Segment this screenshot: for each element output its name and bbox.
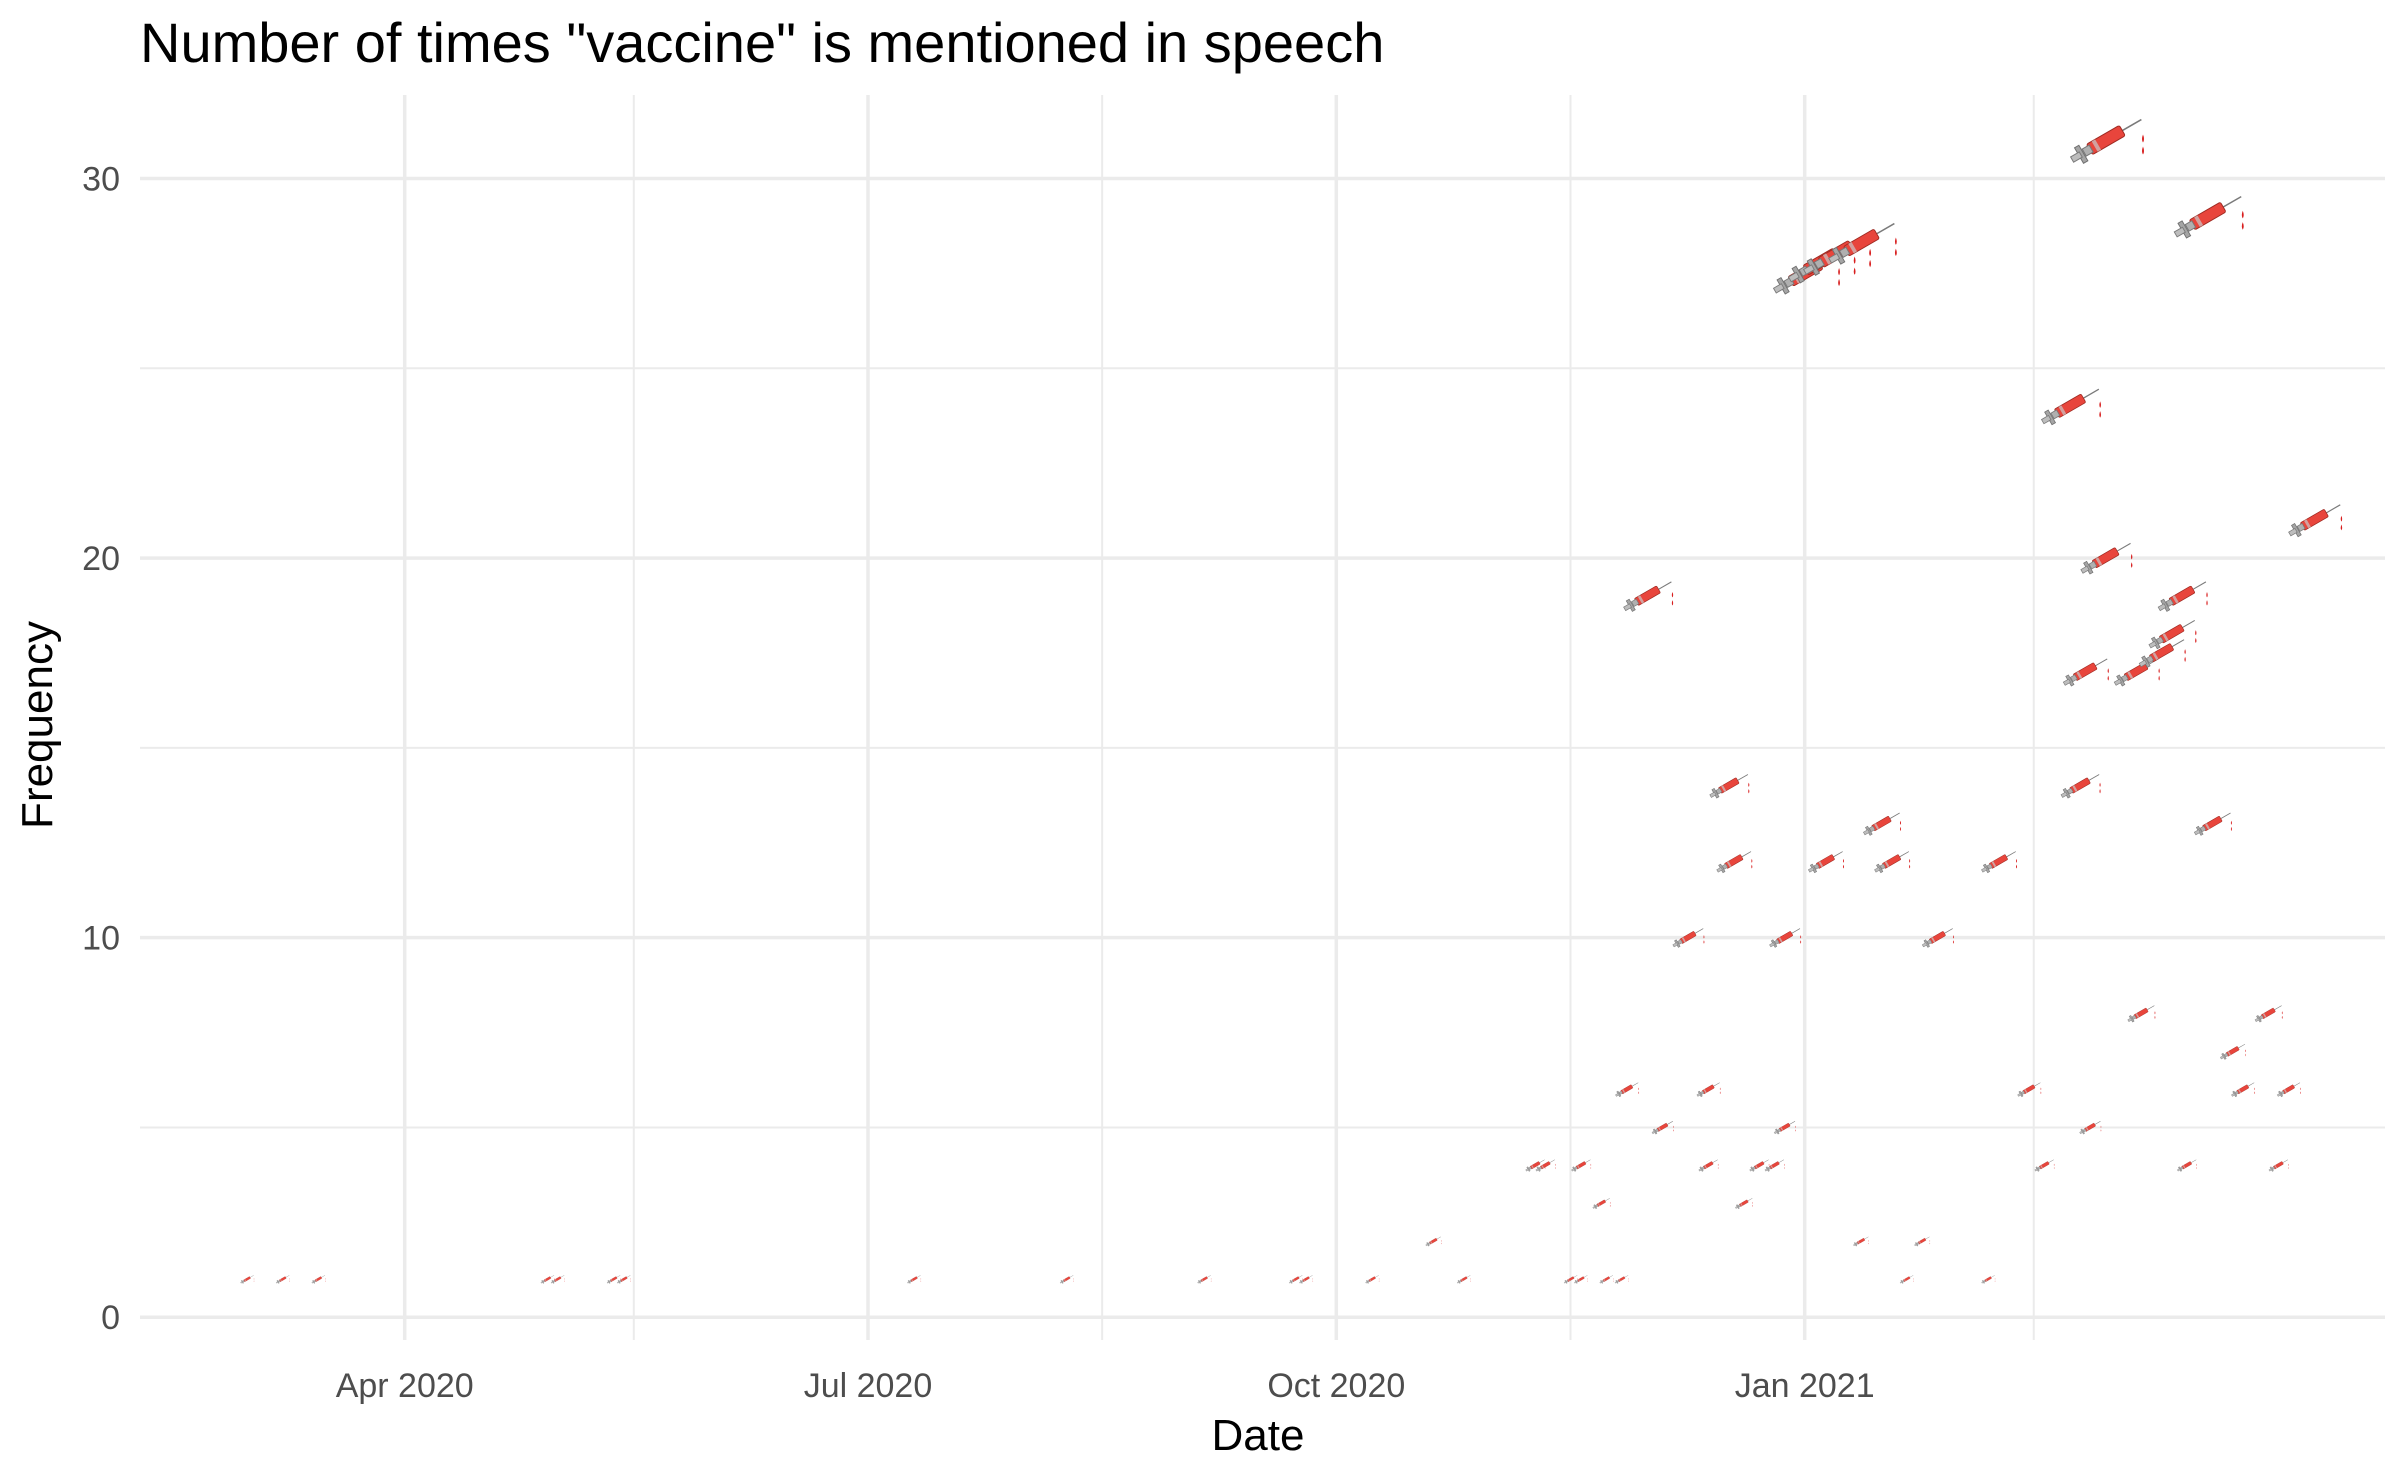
syringe-point xyxy=(1614,1273,1630,1285)
syringe-point xyxy=(2155,576,2210,615)
syringe-point xyxy=(2253,1002,2284,1024)
syringe-point xyxy=(2058,769,2103,801)
syringe-point xyxy=(1980,1273,1996,1285)
syringe-point xyxy=(2267,1157,2290,1173)
syringe-point xyxy=(1695,1079,1722,1099)
syringe-point xyxy=(1852,1234,1870,1248)
syringe-point xyxy=(1734,1196,1754,1211)
syringe-point xyxy=(1196,1273,1212,1285)
y-tick-label: 20 xyxy=(82,540,120,578)
x-tick-label: Jul 2020 xyxy=(804,1367,933,1405)
syringe-point xyxy=(239,1273,255,1285)
syringe-point xyxy=(2275,1079,2302,1099)
syringe-point xyxy=(2016,1079,2043,1099)
syringe-point xyxy=(275,1273,291,1285)
syringe-point xyxy=(1621,576,1675,615)
syringe-point xyxy=(311,1273,326,1285)
syringe-point xyxy=(1825,215,1900,269)
syringe-point xyxy=(1570,1157,1592,1173)
syringe-point xyxy=(1298,1273,1314,1285)
x-tick-label: Apr 2020 xyxy=(336,1367,474,1405)
chart-title: Number of times "vaccine" is mentioned i… xyxy=(140,11,1384,74)
syringe-point xyxy=(2066,110,2147,169)
syringe-point xyxy=(1806,847,1846,876)
syringe-point xyxy=(1899,1273,1915,1285)
x-axis-title: Date xyxy=(1212,1411,1305,1460)
syringe-point xyxy=(1059,1273,1075,1285)
syringe-point xyxy=(1707,769,1751,801)
data-points xyxy=(239,110,2345,1285)
syringe-point xyxy=(550,1273,566,1285)
x-axis-ticks: Apr 2020 Jul 2020 Oct 2020 Jan 2021 xyxy=(336,1367,1875,1405)
x-tick-label: Jan 2021 xyxy=(1735,1367,1875,1405)
syringe-point xyxy=(1861,808,1903,838)
y-tick-label: 0 xyxy=(101,1299,120,1337)
syringe-point xyxy=(2033,1157,2056,1173)
syringe-point xyxy=(1591,1196,1612,1211)
syringe-point xyxy=(1763,1157,1786,1173)
y-axis-ticks: 0 10 20 30 xyxy=(82,161,120,1338)
syringe-point xyxy=(1598,1273,1614,1285)
x-tick-label: Oct 2020 xyxy=(1267,1367,1405,1405)
syringe-point xyxy=(2218,1041,2247,1062)
syringe-point xyxy=(1424,1234,1442,1248)
y-tick-label: 30 xyxy=(82,161,120,199)
syringe-point xyxy=(2038,382,2104,429)
syringe-point xyxy=(616,1273,632,1285)
grid-lines xyxy=(140,95,2385,1340)
syringe-point xyxy=(1614,1079,1640,1099)
syringe-point xyxy=(1913,1234,1931,1248)
syringe-point xyxy=(1573,1273,1589,1285)
syringe-point xyxy=(2285,498,2345,541)
syringe-point xyxy=(2176,1157,2198,1173)
syringe-point xyxy=(2230,1079,2256,1099)
y-axis-title: Frequency xyxy=(13,621,62,829)
syringe-point xyxy=(2170,188,2247,243)
syringe-point xyxy=(2060,653,2111,690)
syringe-point xyxy=(1364,1273,1380,1285)
syringe-point xyxy=(2192,808,2234,838)
syringe-point xyxy=(1872,847,1912,876)
syringe-point xyxy=(1697,1157,1720,1173)
syringe-point xyxy=(906,1273,922,1285)
syringe-point xyxy=(1714,847,1754,876)
syringe-point xyxy=(1456,1273,1472,1285)
y-tick-label: 10 xyxy=(82,920,120,958)
syringe-point xyxy=(1979,847,2019,876)
syringe-point xyxy=(2126,1002,2157,1024)
